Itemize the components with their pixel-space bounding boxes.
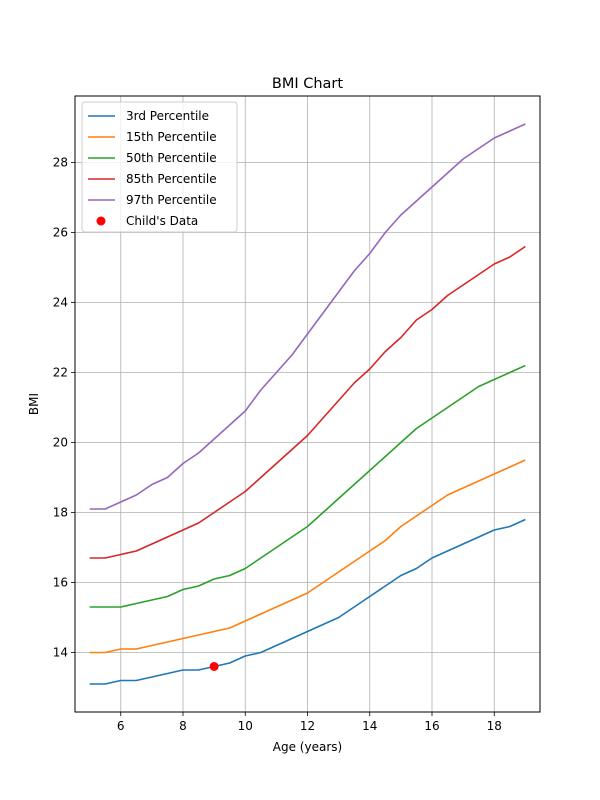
x-tick-label: 14: [362, 719, 377, 733]
series-line-50th-percentile: [89, 364, 526, 608]
x-tick-label: 12: [300, 719, 315, 733]
y-tick-label: 24: [53, 296, 68, 310]
y-tick-label: 28: [53, 156, 68, 170]
legend-box: [81, 101, 238, 233]
y-tick-label: 18: [53, 506, 68, 520]
x-tick-label: 10: [238, 719, 253, 733]
y-axis-label: BMI: [27, 393, 41, 415]
y-tick-label: 26: [53, 226, 68, 240]
series-layer: [89, 123, 526, 685]
legend-label: 15th Percentile: [126, 130, 217, 144]
y-tick-label: 16: [53, 576, 68, 590]
x-tick-label: 18: [487, 719, 502, 733]
x-axis-ticks: 6 8 10 12 14 16 18: [117, 712, 502, 733]
points-layer: [209, 662, 219, 671]
legend-label: 50th Percentile: [126, 151, 217, 165]
legend-marker: [96, 216, 106, 226]
y-axis-ticks: 14 16 18 20 22 24 26 28: [53, 156, 75, 660]
x-tick-label: 16: [424, 719, 439, 733]
legend-label: Child's Data: [126, 214, 198, 228]
legend-label: 97th Percentile: [126, 193, 217, 207]
series-line-85th-percentile: [89, 245, 526, 559]
chart-title: BMI Chart: [272, 76, 344, 92]
legend-items: 3rd Percentile 15th Percentile 50th Percen…: [88, 109, 217, 228]
series-line-3rd-percentile: [89, 518, 526, 685]
y-tick-label: 14: [53, 646, 68, 660]
child-data-point: [209, 662, 219, 671]
y-tick-label: 22: [53, 366, 68, 380]
series-line-15th-percentile: [89, 459, 526, 654]
legend: 3rd Percentile 15th Percentile 50th Percen…: [81, 101, 238, 233]
legend-label: 85th Percentile: [126, 172, 217, 186]
series-line-97th-percentile: [89, 123, 526, 510]
x-tick-label: 6: [117, 719, 125, 733]
x-tick-label: 8: [179, 719, 187, 733]
grid: [75, 96, 540, 712]
legend-label: 3rd Percentile: [126, 109, 209, 123]
x-axis-label: Age (years): [273, 740, 342, 754]
y-tick-label: 20: [53, 436, 68, 450]
